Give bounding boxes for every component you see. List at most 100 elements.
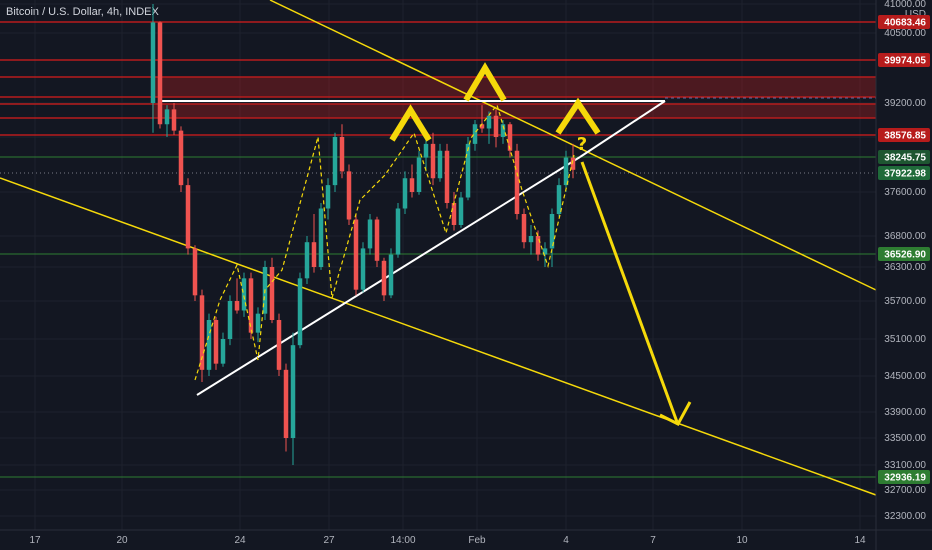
wave-zigzag	[194, 103, 575, 381]
candle-body-33	[381, 260, 387, 296]
candle-body-6	[192, 248, 198, 296]
price-tag-bg-0	[878, 15, 930, 29]
candle-body-36	[402, 178, 408, 209]
candle-body-34	[388, 254, 394, 296]
price-tick-label: 41000.00	[884, 0, 926, 10]
candle-body-2	[164, 109, 170, 125]
price-tick-label: 35700.00	[884, 296, 926, 307]
wedge-apex-line	[579, 100, 666, 158]
price-tag-bg-2	[878, 128, 930, 142]
candle-body-50	[500, 124, 506, 137]
price-tick-label: 33500.00	[884, 433, 926, 444]
candle-body-35	[395, 208, 401, 255]
price-tag-label: 40683.46	[884, 18, 926, 29]
price-tick-label: 32700.00	[884, 485, 926, 496]
candle-body-60	[570, 157, 576, 170]
projection-arrow-shaft	[580, 161, 679, 423]
candle-body-12	[234, 301, 240, 311]
price-tick-label: 39200.00	[884, 98, 926, 109]
candle-body-38	[416, 157, 422, 192]
time-tick-label: 10	[736, 535, 748, 546]
candle-body-49	[493, 115, 499, 137]
candle-body-42	[444, 150, 450, 203]
time-tick-label: 14	[854, 535, 866, 546]
annotations: ?	[194, 62, 692, 426]
candle-body-14	[248, 278, 254, 333]
price-tag-bg-5	[878, 247, 930, 261]
projection-arrow-head	[659, 401, 692, 426]
price-tag-bg-6	[878, 470, 930, 484]
time-tick-label: 27	[323, 535, 335, 546]
price-tag-label: 36526.90	[884, 250, 926, 261]
price-tick-label: 34500.00	[884, 371, 926, 382]
candle-body-13	[241, 278, 247, 311]
candle-body-0	[150, 22, 156, 103]
price-tags: 40683.46 39974.05 38576.85 38245.75 37922.98…	[878, 15, 930, 484]
candle-body-43	[451, 203, 457, 225]
candle-body-23	[311, 242, 317, 267]
chart-title: Bitcoin / U.S. Dollar, 4h, INDEX	[6, 6, 159, 18]
candle-body-44	[458, 197, 464, 225]
price-tag-bg-3	[878, 150, 930, 164]
candle-body-9	[213, 320, 219, 364]
candle-body-10	[220, 339, 226, 364]
price-tag-label: 39974.05	[884, 56, 926, 67]
candle-body-30	[360, 248, 366, 290]
candle-body-54	[528, 236, 534, 243]
price-tick-label: 33100.00	[884, 460, 926, 471]
price-tick-label: 37600.00	[884, 187, 926, 198]
candle-body-45	[465, 143, 471, 198]
candles	[150, 4, 576, 465]
price-tag-label: 37922.98	[884, 169, 926, 180]
candle-body-29	[353, 219, 359, 290]
price-axis: 41000.0040500.0039200.0038400.0037600.00…	[875, 0, 932, 550]
price-axis-bg	[876, 0, 932, 550]
price-tick-label: 40500.00	[884, 28, 926, 39]
time-axis: 17 20 24 27 14:00 Feb 4 7 10 14	[0, 529, 932, 546]
candle-body-5	[185, 185, 191, 249]
candle-body-24	[318, 208, 324, 267]
price-unit-label: USD	[905, 9, 926, 20]
price-tag-label: 38576.85	[884, 131, 926, 142]
candle-body-21	[297, 278, 303, 346]
candle-body-59	[563, 157, 569, 186]
time-tick-label: 4	[563, 535, 569, 546]
candle-body-47	[479, 124, 485, 129]
candle-body-11	[227, 301, 233, 339]
candle-body-51	[507, 124, 513, 151]
candle-body-7	[199, 295, 205, 370]
resistance-zone-1	[152, 77, 876, 97]
time-tick-label: 24	[234, 535, 246, 546]
chevron-mark-2	[555, 97, 601, 135]
price-tick-label: 36800.00	[884, 231, 926, 242]
candle-body-41	[437, 150, 443, 179]
candle-body-53	[521, 214, 527, 243]
price-tick-label: 33900.00	[884, 407, 926, 418]
price-tag-bg-4	[878, 166, 930, 180]
candle-body-3	[171, 109, 177, 131]
time-tick-label: 7	[650, 535, 656, 546]
candle-body-8	[206, 320, 212, 370]
candle-body-55	[535, 236, 541, 255]
candle-body-26	[332, 137, 338, 186]
candle-body-39	[423, 143, 429, 158]
price-tag-bg-1	[878, 53, 930, 67]
candle-body-22	[304, 242, 310, 279]
candle-body-37	[409, 178, 415, 192]
price-tag-label: 38245.75	[884, 153, 926, 164]
candle-body-52	[514, 150, 520, 214]
candle-body-1	[157, 22, 163, 125]
lower-trendline	[0, 177, 877, 496]
candle-body-46	[472, 124, 478, 144]
candle-body-40	[430, 143, 436, 179]
candle-body-58	[556, 185, 562, 214]
candle-body-57	[549, 214, 555, 249]
chevron-mark-0	[389, 104, 432, 142]
candle-body-25	[325, 185, 331, 209]
time-tick-label: 20	[116, 535, 128, 546]
ascending-support-line	[196, 156, 581, 396]
candle-body-4	[178, 130, 184, 186]
candle-body-48	[486, 115, 492, 129]
time-tick-label: 14:00	[390, 535, 415, 546]
